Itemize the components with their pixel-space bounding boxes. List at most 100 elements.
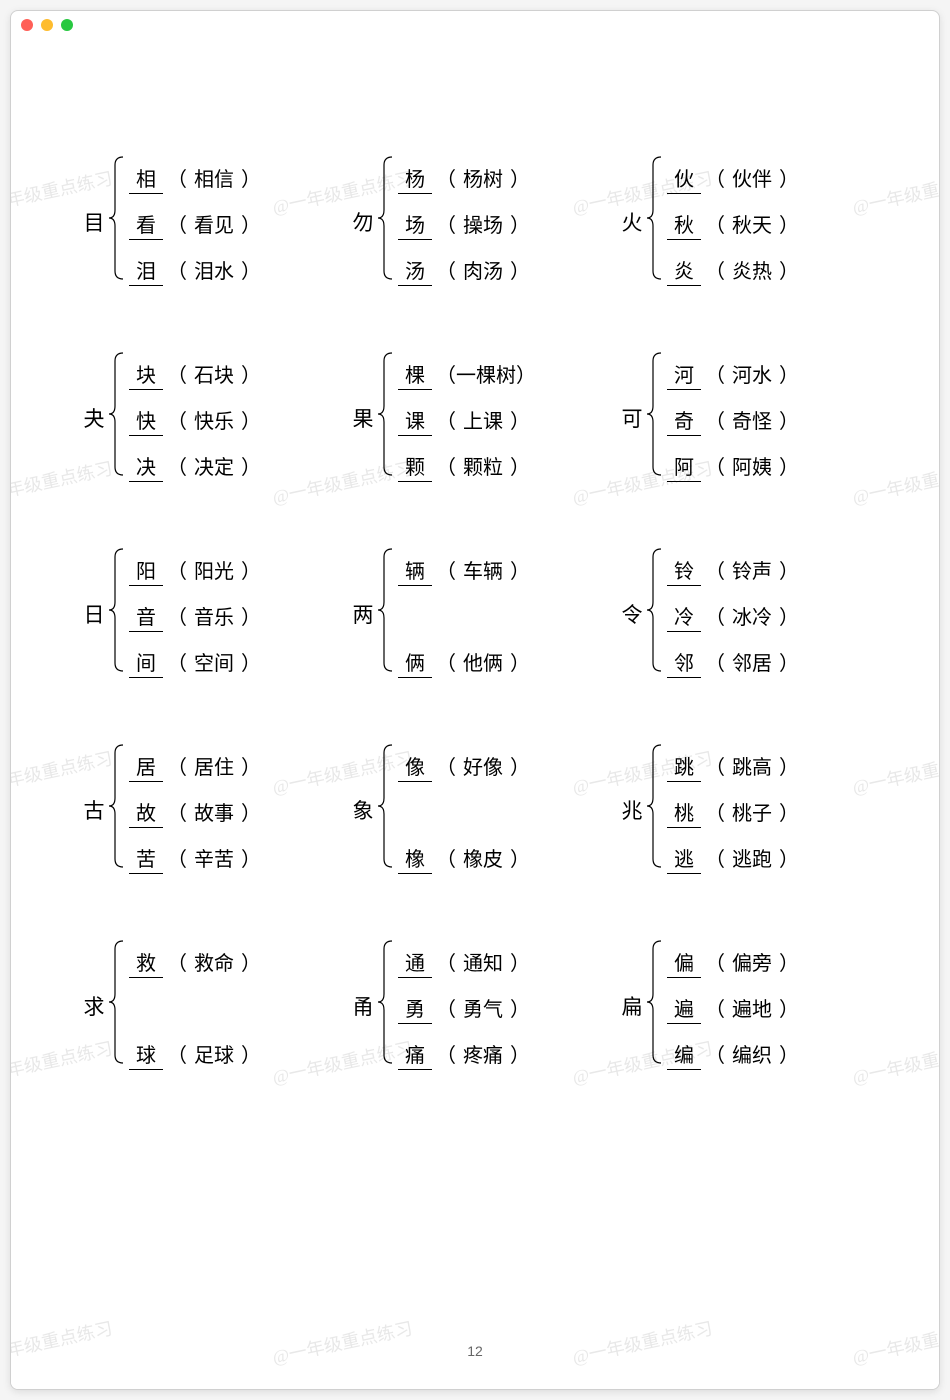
maximize-icon[interactable] [61,19,73,31]
derived-char: 杨 [398,163,432,194]
paren-open: （ [436,1039,456,1068]
derived-char: 间 [129,647,163,678]
derived-char: 秋 [667,209,701,240]
paren-open: （ [436,751,456,780]
example-word: 伙伴 [725,163,779,192]
entry: 邻（邻居） [667,647,799,673]
entry: 勇（勇气） [398,993,530,1019]
paren-close: ） [779,751,799,780]
paren-open: （ [167,555,187,584]
minimize-icon[interactable] [41,19,53,31]
brace-icon [376,943,392,1069]
grid-row: 古 居（居住）故（故事）苦（辛苦）象 像（好像） （ ）橡（橡皮）兆 跳（跳高）… [81,747,869,873]
paren-open: （ [167,255,187,284]
paren-open: （ [436,451,456,480]
browser-window: 目 相（相信）看（看见）泪（泪水）勿 杨（杨树）场（操场）汤（肉汤）火 伙（伙伴… [10,10,940,1390]
entry: 棵（一棵树） [398,359,536,385]
entries-list: 伙（伙伴）秋（秋天）炎（炎热） [667,163,799,281]
derived-char: 编 [667,1039,701,1070]
entry: 像（好像） [398,751,530,777]
paren-close: ） [779,797,799,826]
derived-char: 邻 [667,647,701,678]
entries-list: 辆（车辆） （ ）俩（他俩） [398,555,530,673]
derived-char: 遍 [667,993,701,1024]
watermark: @一年级重点练习 [570,1314,715,1369]
brace-icon [107,551,123,677]
derived-char: 橡 [398,843,432,874]
paren-close: ） [241,255,261,284]
entry: 故（故事） [129,797,261,823]
example-word: 操场 [456,209,510,238]
paren-open: （ [705,751,725,780]
paren-close: ） [241,359,261,388]
paren-close: ） [241,163,261,192]
paren-close: ） [779,601,799,630]
paren-open: （ [705,255,725,284]
watermark: @一年级重点练习 [850,1314,940,1369]
paren-close: ） [510,947,530,976]
entries-list: 跳（跳高）桃（桃子）逃（逃跑） [667,751,799,869]
derived-char: 课 [398,405,432,436]
radical-char: 古 [81,795,107,825]
paren-close: ） [779,163,799,192]
derived-char: 俩 [398,647,432,678]
example-word: 空间 [187,647,241,676]
example-word: 一棵树 [456,359,516,388]
entry: 偏（偏旁） [667,947,799,973]
derived-char: 苦 [129,843,163,874]
derived-char: 通 [398,947,432,978]
entry: 音（音乐） [129,601,261,627]
paren-open: （ [167,163,187,192]
paren-open: （ [705,797,725,826]
paren-open: （ [167,647,187,676]
example-word: 跳高 [725,751,779,780]
paren-close: ） [241,647,261,676]
example-word: 好像 [456,751,510,780]
paren-open: （ [705,359,725,388]
example-word: 偏旁 [725,947,779,976]
derived-char: 居 [129,751,163,782]
radical-group: 古 居（居住）故（故事）苦（辛苦） [81,747,331,873]
derived-char: 决 [129,451,163,482]
paren-open: （ [705,163,725,192]
example-word: 铃声 [725,555,779,584]
radical-char: 果 [350,403,376,433]
derived-char: 救 [129,947,163,978]
brace-icon [645,747,661,873]
brace-icon [107,159,123,285]
entries-list: 像（好像） （ ）橡（橡皮） [398,751,530,869]
paren-close: ） [779,843,799,872]
paren-close: ） [241,405,261,434]
entries-list: 救（救命） （ ）球（足球） [129,947,261,1065]
paren-close: ） [510,1039,530,1068]
paren-open: （ [167,405,187,434]
paren-close: ） [779,993,799,1022]
paren-open: （ [436,255,456,284]
derived-char: 炎 [667,255,701,286]
paren-open: （ [705,209,725,238]
entry: 快（快乐） [129,405,261,431]
example-word: 通知 [456,947,510,976]
paren-open: （ [705,601,725,630]
entry: 跳（跳高） [667,751,799,777]
derived-char: 桃 [667,797,701,828]
entry: 杨（杨树） [398,163,530,189]
example-word: 他俩 [456,647,510,676]
entry: 奇（奇怪） [667,405,799,431]
paren-open: （ [705,647,725,676]
derived-char: 泪 [129,255,163,286]
derived-char: 相 [129,163,163,194]
brace-icon [376,159,392,285]
entry: 球（足球） [129,1039,261,1065]
derived-char: 汤 [398,255,432,286]
example-word: 杨树 [456,163,510,192]
entry: 铃（铃声） [667,555,799,581]
entry: 逃（逃跑） [667,843,799,869]
paren-close: ） [241,451,261,480]
close-icon[interactable] [21,19,33,31]
radical-group: 果 棵（一棵树）课（上课）颗（颗粒） [350,355,600,481]
derived-char: 痛 [398,1039,432,1070]
radical-char: 夬 [81,403,107,433]
example-word: 石块 [187,359,241,388]
paren-open: （ [167,601,187,630]
